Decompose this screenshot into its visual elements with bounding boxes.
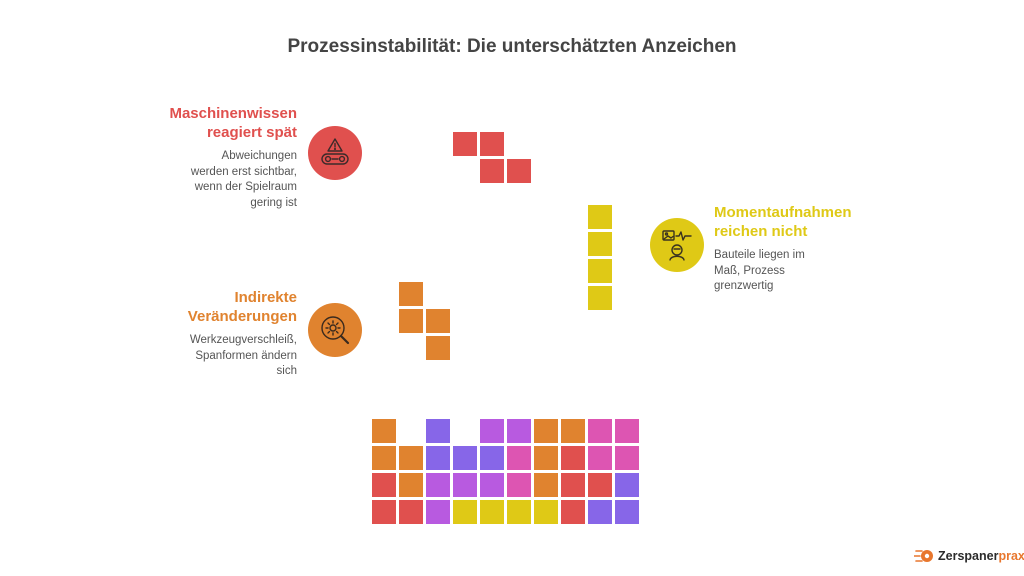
tetris-block [480, 159, 504, 183]
tetris-block [588, 232, 612, 256]
tetris-block [426, 419, 450, 443]
item-description: Werkzeugverschleiß, Spanformen ändern si… [189, 334, 297, 377]
tetris-block [372, 473, 396, 497]
tetris-block [480, 446, 504, 470]
tetris-block [615, 473, 639, 497]
item-description: Bauteile liegen im Maß, Prozess grenzwer… [714, 249, 805, 292]
tetris-block [534, 446, 558, 470]
tetris-block [615, 446, 639, 470]
logo-text: Zerspanerpraxis [938, 549, 1024, 563]
tetris-block [399, 309, 423, 333]
tetris-block [480, 473, 504, 497]
item-heading: Indirekte Veränderungen [187, 289, 297, 325]
tetris-block [453, 473, 477, 497]
tetris-block [615, 500, 639, 524]
tetris-block [372, 446, 396, 470]
item-heading: Maschinenwissen reagiert spät [169, 105, 297, 141]
tetris-block [534, 473, 558, 497]
tetris-block [588, 286, 612, 310]
tetris-block [507, 446, 531, 470]
tetris-block [588, 205, 612, 229]
tetris-block [588, 446, 612, 470]
snapshot-inspection-icon [650, 218, 704, 272]
tetris-block [534, 500, 558, 524]
tetris-block [399, 282, 423, 306]
tetris-block [507, 500, 531, 524]
tetris-block [561, 500, 585, 524]
tetris-block [399, 500, 423, 524]
tetris-block [561, 419, 585, 443]
tetris-block [426, 309, 450, 333]
tetris-block [480, 132, 504, 156]
tetris-block [426, 473, 450, 497]
tetris-block [480, 500, 504, 524]
tetris-block [480, 419, 504, 443]
tetris-block [372, 419, 396, 443]
gear-search-icon [308, 303, 362, 357]
tetris-block [426, 446, 450, 470]
tetris-block [561, 473, 585, 497]
tetris-block [426, 500, 450, 524]
item-heading: Momentaufnahmen reichen nicht [714, 204, 852, 240]
zerspanerpraxis-logo-icon [914, 550, 933, 562]
tetris-block [588, 419, 612, 443]
tetris-block [507, 473, 531, 497]
tetris-block [453, 446, 477, 470]
tetris-block [534, 419, 558, 443]
item-description: Abweichungen werden erst sichtbar, wenn … [190, 150, 297, 209]
tetris-block [399, 473, 423, 497]
tetris-block [453, 132, 477, 156]
brand-logo: Zerspanerpraxis [914, 545, 1024, 567]
tetris-block [615, 419, 639, 443]
tetris-block [588, 259, 612, 283]
tetris-block [426, 336, 450, 360]
machine-warning-icon [308, 126, 362, 180]
tetris-block [507, 419, 531, 443]
tetris-block [399, 446, 423, 470]
tetris-block [507, 159, 531, 183]
tetris-block [453, 500, 477, 524]
tetris-block [561, 446, 585, 470]
tetris-block [588, 500, 612, 524]
page-title: Prozessinstabilität: Die unterschätzten … [287, 36, 737, 57]
tetris-block [588, 473, 612, 497]
tetris-block [372, 500, 396, 524]
